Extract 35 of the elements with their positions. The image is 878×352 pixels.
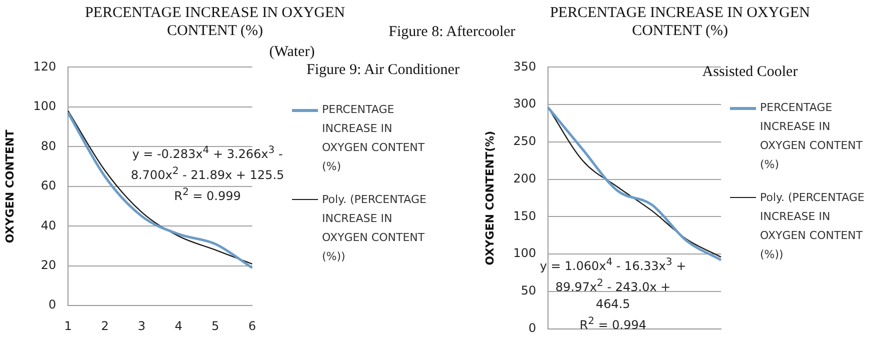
legend-label: PERCENTAGE INCREASE IN OXYGEN CONTENT (%) xyxy=(760,100,864,173)
text: y = 1.060x$^{4}$ - 16.33x$^{3}$ + 89.97x$^{2}$ - 243.0x + 464.5 R$^{2}$ = 0.994 xyxy=(540,257,686,332)
x-tick-label: 5 xyxy=(212,318,220,333)
y-axis-title: OXYGEN CONTENT(%) xyxy=(483,130,496,266)
x-tick-label: 4 xyxy=(174,318,182,333)
y-tick-label: 100 xyxy=(513,246,536,260)
y-tick-label: 300 xyxy=(513,96,536,111)
x-tick-label: 1 xyxy=(64,318,72,333)
caption: Figure 9: Air Conditioner xyxy=(306,62,460,79)
y-tick-label: 350 xyxy=(513,59,536,74)
x-tick-label: 6 xyxy=(248,318,256,333)
y-tick-label: 60 xyxy=(40,178,56,193)
y-axis-title: OXYGEN CONTENT xyxy=(3,129,16,244)
x-tick-label: 3 xyxy=(138,318,146,333)
chart-title: PERCENTAGE INCREASE IN OXYGEN CONTENT (%) xyxy=(84,4,346,40)
y-tick-label: 50 xyxy=(520,284,536,298)
y-tick-label: 20 xyxy=(40,258,56,272)
text: y = -0.283x$^{4}$ + 3.266x$^{3}$ - 8.700x$^{2}$ - 21.89x + 125.5 R$^{2}$ = 0.999 xyxy=(130,145,284,203)
y-tick-label: 150 xyxy=(513,208,536,223)
legend-label: PERCENTAGE INCREASE IN OXYGEN CONTENT (%) xyxy=(322,102,426,175)
x-tick-label: 2 xyxy=(101,318,109,333)
y-tick-label: 80 xyxy=(40,138,56,153)
y-tick-label: 200 xyxy=(513,171,536,186)
y-tick-label: 120 xyxy=(33,59,56,74)
y-tick-label: 100 xyxy=(33,99,56,114)
y-tick-label: 250 xyxy=(513,134,536,148)
text: (Water) xyxy=(268,44,316,61)
chart-title: PERCENTAGE INCREASE IN OXYGEN CONTENT (%) xyxy=(548,4,812,40)
caption: Figure 8: Aftercooler xyxy=(388,24,516,41)
y-tick-label: 0 xyxy=(528,320,536,335)
annotation: Assisted Cooler xyxy=(701,64,799,81)
legend-label: Poly. (PERCENTAGE INCREASE IN OXYGEN CONTENT (%)) xyxy=(322,192,428,265)
legend-label: Poly. (PERCENTAGE INCREASE IN OXYGEN CONTENT (%)) xyxy=(760,190,866,263)
y-tick-label: 0 xyxy=(48,298,56,312)
y-tick-label: 40 xyxy=(40,218,56,232)
